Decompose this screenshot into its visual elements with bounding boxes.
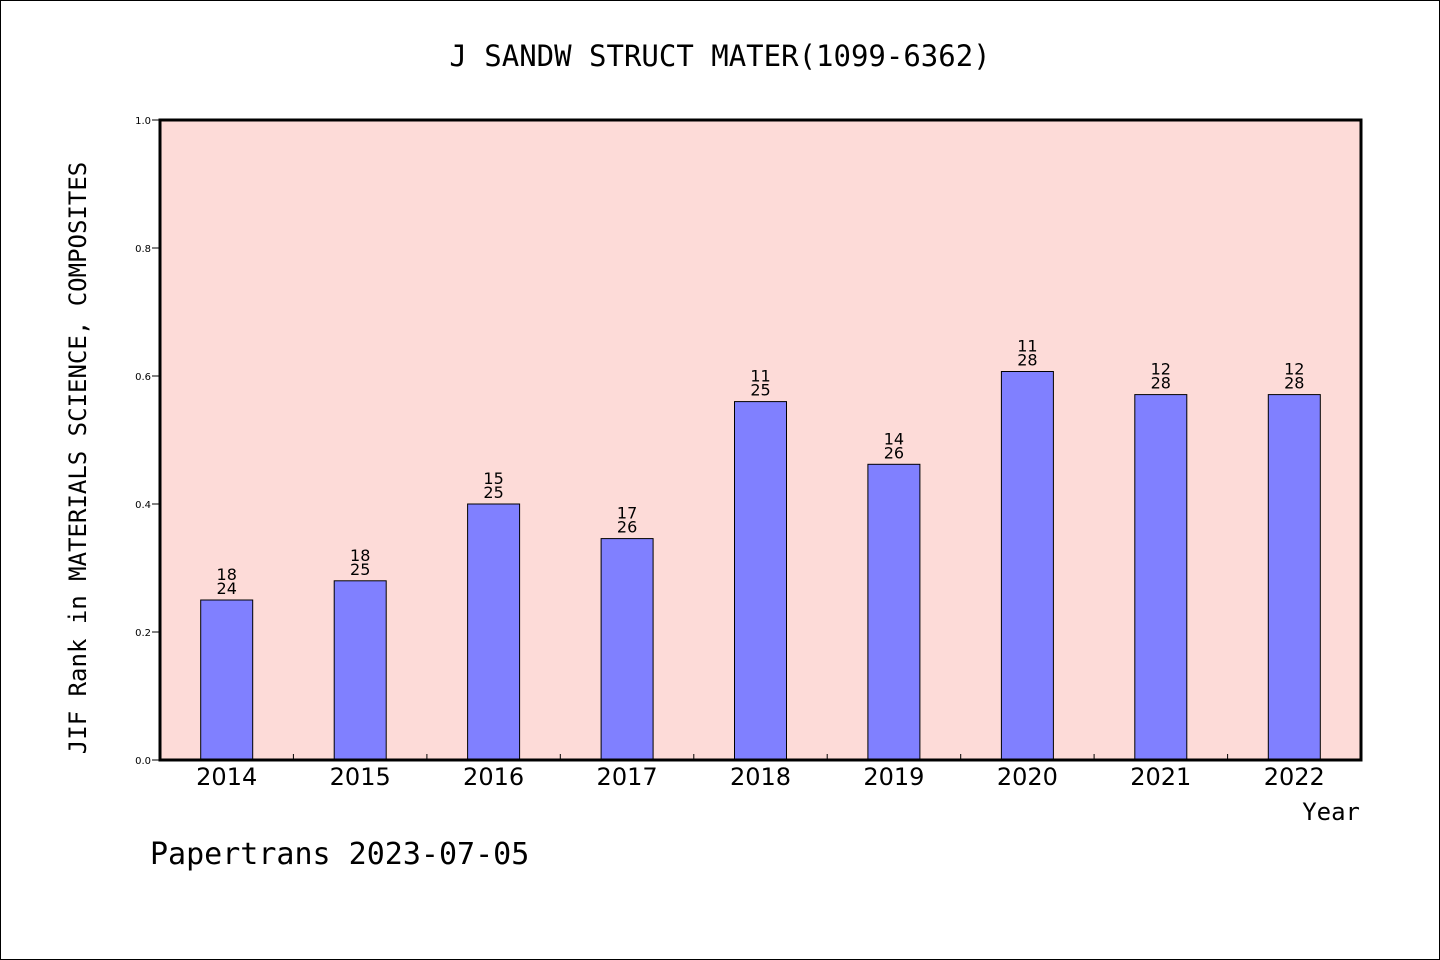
x-axis: 2014 2015 2016 2017 2018 2019 2020 2021 2022	[196, 754, 1325, 791]
bar-label-total-2021: 28	[1151, 374, 1171, 393]
bar-2019	[867, 463, 921, 761]
x-tick-label-2017: 2017	[597, 763, 658, 791]
x-tick-label-2015: 2015	[330, 763, 391, 791]
bar-label-rank-2015: 18	[350, 546, 370, 565]
y-tick-label-0.0: 0.0	[135, 756, 151, 767]
bar-label-rank-2014: 18	[217, 565, 237, 584]
bar-label-total-2017: 26	[617, 518, 637, 537]
bar-label-total-2019: 26	[884, 443, 904, 462]
bar-label-rank-2019: 14	[884, 429, 904, 448]
bar-2021	[1134, 394, 1188, 761]
bar-label-rank-2020: 11	[1017, 337, 1037, 356]
bar-label-total-2022: 28	[1284, 374, 1304, 393]
x-tick-label-2021: 2021	[1130, 763, 1191, 791]
bar-label-rank-2022: 12	[1284, 360, 1304, 379]
bar-2022	[1267, 394, 1321, 761]
x-tick-label-2022: 2022	[1264, 763, 1325, 791]
y-axis-title: JIF Rank in MATERIALS SCIENCE, COMPOSITE…	[64, 162, 92, 754]
bar-label-total-2015: 25	[350, 560, 370, 579]
x-tick-label-2020: 2020	[997, 763, 1058, 791]
plot-border	[158, 118, 1363, 762]
bar-2016	[467, 503, 521, 761]
y-tick-label-0.2: 0.2	[135, 628, 151, 639]
bar-label-total-2016: 25	[483, 483, 503, 502]
x-tick-label-2016: 2016	[463, 763, 524, 791]
y-tick-label-0.4: 0.4	[135, 500, 151, 511]
y-axis: 0.0 0.2 0.4 0.6 0.8 1.0	[135, 116, 160, 767]
bar-2014	[200, 599, 254, 761]
chart-title: J SANDW STRUCT MATER(1099-6362)	[449, 39, 990, 73]
y-tick-label-0.6: 0.6	[135, 372, 151, 383]
bar-label-rank-2016: 15	[483, 469, 503, 488]
bar-2020	[1000, 371, 1054, 761]
bars-group	[200, 371, 1321, 761]
y-tick-label-0.8: 0.8	[135, 244, 151, 255]
bar-label-rank-2021: 12	[1151, 360, 1171, 379]
y-tick-label-1.0: 1.0	[135, 116, 151, 127]
bar-label-total-2014: 24	[217, 579, 237, 598]
bar-label-total-2020: 28	[1017, 351, 1037, 370]
x-tick-label-2018: 2018	[730, 763, 791, 791]
bar-label-rank-2017: 17	[617, 504, 637, 523]
bar-2017	[600, 538, 654, 761]
footer-credit: Papertrans 2023-07-05	[150, 837, 529, 872]
bar-label-rank-2018: 11	[750, 367, 770, 386]
x-tick-label-2019: 2019	[863, 763, 924, 791]
bar-2018	[734, 401, 787, 761]
x-tick-label-2014: 2014	[196, 763, 257, 791]
bar-2015	[333, 580, 387, 761]
x-axis-title: Year	[1302, 798, 1360, 826]
bar-label-total-2018: 25	[750, 381, 770, 400]
